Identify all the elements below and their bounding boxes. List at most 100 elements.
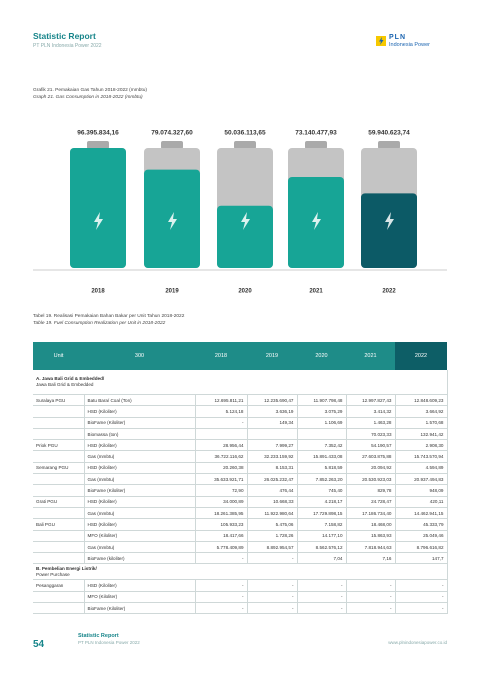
- column-header: 2019: [247, 342, 297, 370]
- unit-cell: [33, 552, 85, 565]
- value-cell: 7.352,42: [297, 439, 347, 452]
- value-cell: 20.094,92: [346, 462, 396, 475]
- item-cell: Gas (mmbtu): [84, 473, 196, 486]
- bolt-icon: [312, 212, 321, 230]
- value-cell: 18.468,00: [346, 518, 396, 531]
- table-row: Priok PGU HSD (Kiloliter) 28.956,44 7.999,2…: [33, 439, 448, 452]
- value-cell: 1.728,26: [247, 530, 298, 542]
- logo-icon: [376, 36, 386, 46]
- unit-cell: Priok PGU: [33, 439, 85, 452]
- value-cell: 105.933,23: [195, 518, 248, 531]
- page-number: 54: [33, 639, 45, 650]
- item-cell: HSD (Kiloliter): [84, 439, 196, 452]
- value-cell: 28.956,44: [195, 439, 248, 452]
- value-cell: 5.778.409,89: [195, 541, 248, 554]
- table-row: Gas (mmbtu) 5.778.409,89 8.892.954,57 8.562…: [33, 541, 448, 554]
- value-cell: -: [346, 579, 396, 592]
- item-cell: Biomassa (ton): [84, 428, 196, 441]
- section-cell: A. Jawa Bali Grid & Embedded/Jawa Bali G…: [33, 370, 448, 395]
- value-cell: -: [195, 417, 248, 429]
- logo-sub: Indonesia Power: [389, 42, 430, 48]
- column-header: 2020: [297, 342, 346, 370]
- value-cell: 18.261.385,95: [195, 507, 248, 520]
- value-cell: 7,04: [297, 552, 347, 565]
- value-cell: 1.570,68: [395, 417, 448, 429]
- value-cell: 20.260,38: [195, 462, 248, 475]
- value-cell: 11.922.980,64: [247, 507, 298, 520]
- value-cell: 829,78: [346, 484, 396, 497]
- bolt-icon: [94, 212, 103, 230]
- table-row: Suralaya PGU Batu Bara/ Coal (Ton) 12.695.…: [33, 394, 448, 407]
- header-title: Statistic Report: [33, 31, 96, 41]
- battery-cap: [161, 141, 183, 149]
- value-cell: -: [247, 602, 298, 615]
- item-cell: MFO (Kiloliter): [84, 530, 196, 542]
- value-cell: 36.722.116,62: [195, 450, 248, 463]
- value-cell: 20.530.923,03: [346, 473, 396, 486]
- table-row: BioFame (Kiloliter) - - - - -: [33, 602, 448, 615]
- value-cell: 5.818,59: [297, 462, 347, 475]
- section-title: B. Pembelian Energi Listrik/: [36, 565, 97, 571]
- value-cell: 14.462.941,15: [395, 507, 448, 520]
- value-cell: 34.000,89: [195, 496, 248, 508]
- item-cell: HSD (Kiloliter): [84, 518, 196, 531]
- value-cell: 15.743.570,94: [395, 450, 448, 463]
- column-header: 300: [84, 342, 195, 370]
- value-cell: 27.603.875,88: [346, 450, 396, 463]
- value-cell: 3.664,92: [395, 405, 448, 418]
- table-caption: Tabel 19. Realisasi Pemakaian Bahan Baka…: [33, 314, 185, 319]
- table-row: Semarang PGU HSD (Kiloliter) 20.260,38 8.15…: [33, 462, 448, 475]
- value-cell: 17.729.898,15: [297, 507, 347, 520]
- value-cell: 12.235.690,47: [247, 394, 298, 407]
- unit-cell: [33, 602, 85, 615]
- value-cell: 54.190,57: [346, 439, 396, 452]
- value-cell: 149,34: [247, 417, 298, 429]
- value-cell: 5.475,06: [247, 518, 298, 531]
- value-cell: 3.414,32: [346, 405, 396, 418]
- category-label: 2019: [165, 289, 179, 295]
- battery-cap: [87, 141, 109, 149]
- value-cell: 1.106,69: [297, 417, 347, 429]
- value-cell: -: [247, 591, 298, 604]
- battery-fill: [70, 148, 126, 268]
- unit-cell: [33, 417, 85, 429]
- footer-url: www.plnindonesiapower.co.id: [388, 640, 447, 645]
- value-cell: -: [395, 591, 448, 604]
- battery-cap: [305, 141, 327, 149]
- value-cell: 1.463,28: [346, 417, 396, 429]
- item-cell: HSD (Kiloliter): [84, 496, 196, 508]
- value-cell: 8.562.576,12: [297, 541, 347, 554]
- footer-title: Statistic Report: [78, 633, 119, 639]
- value-cell: 745,40: [297, 484, 347, 497]
- table-row: Biomassa (ton) 70.023,33 132.941,42: [33, 428, 448, 441]
- table-row: MFO (Kiloliter) 18.417,66 1.728,26 14.177,1…: [33, 530, 448, 542]
- value-cell: 3.075,29: [297, 405, 347, 418]
- column-header: 2021: [346, 342, 395, 370]
- unit-cell: Semarang PGU: [33, 462, 85, 475]
- value-cell: 20.937.494,83: [395, 473, 448, 486]
- value-cell: -: [297, 579, 347, 592]
- value-cell: 18.417,66: [195, 530, 248, 542]
- table-row: Gas (mmbtu) 36.722.116,62 32.233.159,92 15.…: [33, 450, 448, 463]
- value-cell: 25.049,46: [395, 530, 448, 542]
- value-cell: 12.695.811,21: [195, 394, 248, 407]
- item-cell: Gas (mmbtu): [84, 507, 196, 520]
- section-subtitle: Power Purchase: [36, 571, 70, 577]
- value-cell: 7.999,27: [247, 439, 298, 452]
- value-cell: [195, 428, 248, 441]
- value-cell: 45.333,79: [395, 518, 448, 531]
- value-cell: 72,90: [195, 484, 248, 497]
- value-cell: -: [195, 591, 248, 604]
- value-cell: 7,16: [346, 552, 396, 565]
- footer-subtitle: PT PLN Indonesia Power 2022: [78, 640, 140, 645]
- value-cell: 4.594,89: [395, 462, 448, 475]
- value-cell: 4.218,17: [297, 496, 347, 508]
- item-cell: HSD (Kiloliter): [84, 405, 196, 418]
- value-cell: 8.153,31: [247, 462, 298, 475]
- unit-cell: [33, 450, 85, 463]
- value-cell: -: [395, 602, 448, 615]
- value-cell: -: [247, 579, 298, 592]
- section-subtitle: Jawa Bali Grid & Embedded: [36, 382, 94, 387]
- unit-cell: Grati PGU: [33, 496, 85, 508]
- category-label: 2020: [238, 289, 252, 295]
